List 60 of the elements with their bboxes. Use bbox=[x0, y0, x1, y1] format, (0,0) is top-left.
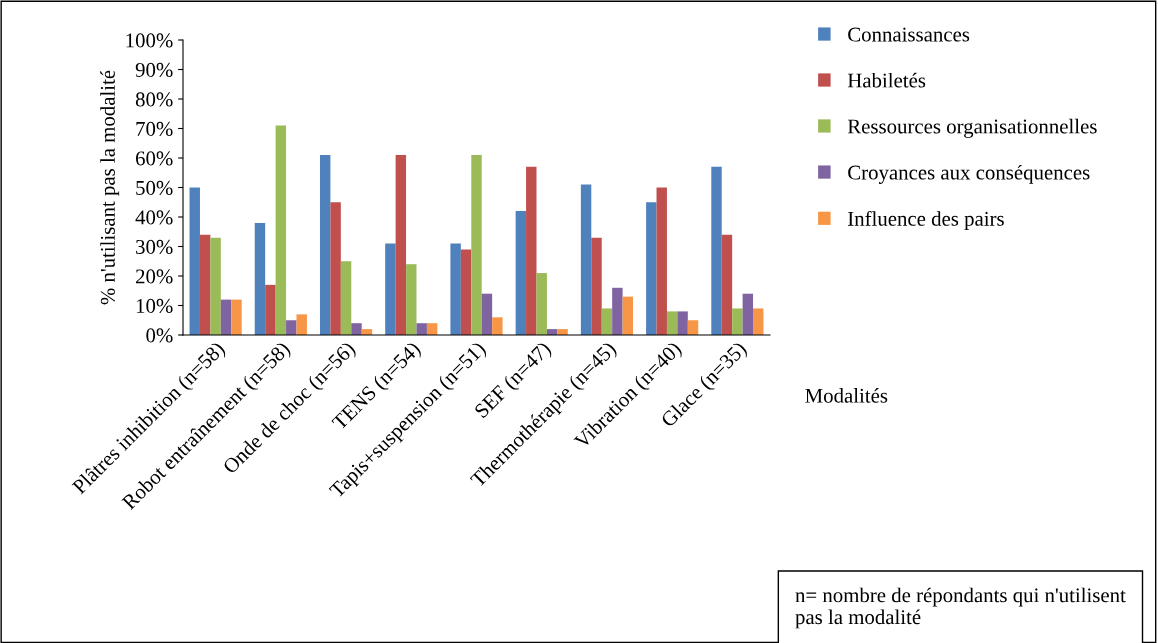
bar bbox=[460, 249, 472, 335]
bar bbox=[656, 187, 667, 335]
legend-label: Ressources organisationnelles bbox=[847, 118, 1097, 138]
bar bbox=[492, 317, 503, 335]
legend-label: Connaissances bbox=[848, 27, 970, 42]
bar bbox=[601, 308, 613, 335]
bar bbox=[340, 261, 352, 335]
y-axis-title: % n'utilisant pas la modalité bbox=[100, 70, 120, 305]
bar bbox=[591, 237, 602, 335]
bar bbox=[254, 222, 266, 335]
y-tick-label: 20% bbox=[136, 269, 173, 284]
y-tick-label: 10% bbox=[136, 298, 173, 313]
bar bbox=[265, 284, 276, 335]
bar bbox=[199, 234, 211, 335]
bar bbox=[721, 234, 733, 335]
y-tick-label: 30% bbox=[136, 239, 173, 254]
bar bbox=[471, 155, 482, 335]
bar bbox=[526, 166, 537, 335]
x-axis-title: Modalités bbox=[805, 388, 888, 403]
bar bbox=[319, 155, 331, 335]
bar bbox=[481, 293, 493, 335]
bar bbox=[687, 320, 699, 335]
y-tick-label: 0% bbox=[146, 328, 173, 343]
bar bbox=[612, 287, 623, 335]
bar bbox=[385, 243, 396, 335]
y-tick-label: 100% bbox=[126, 33, 173, 48]
bar bbox=[515, 211, 527, 335]
y-tick-label: 40% bbox=[135, 210, 173, 225]
bar bbox=[395, 155, 407, 335]
bar bbox=[753, 308, 764, 335]
bar bbox=[677, 311, 688, 335]
bar bbox=[666, 311, 678, 335]
bar bbox=[296, 314, 307, 335]
bar bbox=[351, 323, 362, 335]
legend-label: Influence des pairs bbox=[848, 210, 1004, 231]
bar bbox=[742, 293, 754, 335]
bar bbox=[536, 273, 547, 335]
y-tick-label: 60% bbox=[135, 151, 173, 166]
bar bbox=[646, 202, 657, 335]
y-tick-label: 50% bbox=[136, 180, 173, 195]
legend-label: Croyances aux conséquences bbox=[848, 164, 1090, 184]
bar bbox=[189, 187, 200, 335]
legend-label: Habiletés bbox=[847, 72, 926, 88]
bar bbox=[210, 237, 221, 335]
text: n= nombre de répondants qui n'utilisent pas la modalité bbox=[795, 587, 1126, 629]
bar bbox=[450, 243, 461, 335]
bar bbox=[580, 184, 592, 335]
bar bbox=[406, 264, 417, 335]
y-tick-label: 90% bbox=[135, 62, 173, 77]
bar bbox=[286, 320, 297, 335]
y-tick-label: 80% bbox=[135, 92, 173, 107]
bar bbox=[732, 308, 743, 335]
y-tick-label: 70% bbox=[136, 121, 173, 136]
bar bbox=[622, 296, 634, 335]
bar bbox=[416, 323, 427, 335]
bar bbox=[330, 202, 341, 335]
bar bbox=[231, 299, 242, 335]
bar bbox=[711, 166, 722, 335]
bar bbox=[275, 125, 287, 335]
bar bbox=[220, 299, 232, 335]
